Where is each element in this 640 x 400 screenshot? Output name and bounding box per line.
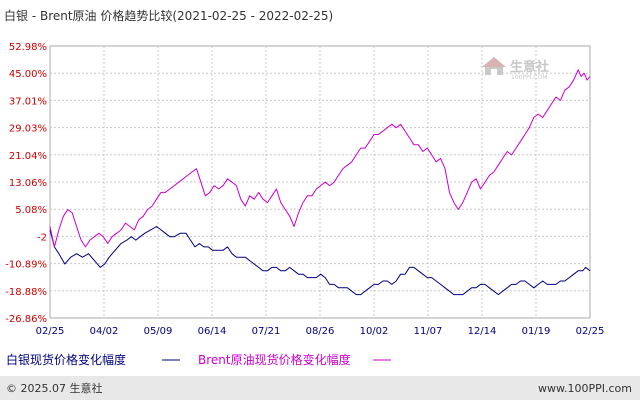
x-tick-label: 02/25: [576, 326, 605, 337]
y-tick-label: -18.88%: [5, 287, 47, 298]
y-axis-ticks: 52.98% 45.00% 37.01% 29.03% 21.04% 13.06% 5.08…: [5, 42, 47, 325]
y-tick-label: 13.06%: [9, 178, 47, 189]
x-tick-label: 10/02: [360, 326, 389, 337]
logo-name: 生意社: [510, 59, 549, 75]
watermark-logo: 生意社 100PPI.COM: [482, 57, 549, 81]
x-tick-label: 12/14: [468, 326, 497, 337]
footer-site-link[interactable]: www.100PPI.com: [538, 382, 632, 395]
x-tick-label: 05/09: [144, 326, 173, 337]
y-tick-label: -26.86%: [5, 314, 47, 325]
series-line-brent: [49, 69, 591, 248]
y-tick-label: -2: [37, 232, 47, 243]
legend-silver-label: 白银现货价格变化幅度: [6, 352, 126, 367]
x-tick-label: 01/19: [522, 326, 551, 337]
logo-house-icon: [482, 57, 506, 75]
x-tick-label: 04/02: [90, 326, 119, 337]
series-layer: [49, 69, 591, 296]
chart-title: 白银 - Brent原油 价格趋势比较(2021-02-25 - 2022-02…: [4, 8, 333, 23]
y-tick-label: -10.89%: [5, 260, 47, 271]
x-tick-label: 07/21: [252, 326, 281, 337]
legend: 白银现货价格变化幅度 Brent原油现货价格变化幅度: [6, 352, 391, 367]
x-tick-label: 06/14: [198, 326, 227, 337]
footer-copyright: © 2025.07 生意社: [6, 381, 102, 395]
x-tick-label: 08/26: [306, 326, 335, 337]
y-tick-label: 37.01%: [9, 96, 47, 107]
footer-bar: [0, 376, 640, 400]
logo-url: 100PPI.COM: [511, 74, 547, 81]
y-tick-label: 5.08%: [15, 205, 47, 216]
y-tick-label: 52.98%: [9, 42, 47, 53]
x-tick-label: 02/25: [36, 326, 65, 337]
x-tick-label: 11/07: [414, 326, 443, 337]
y-tick-label: 29.03%: [9, 124, 47, 135]
x-axis-ticks: 02/25 04/02 05/09 06/14 07/21 08/26 10/02 11/07…: [36, 326, 605, 337]
y-tick-label: 21.04%: [9, 151, 47, 162]
legend-brent-label: Brent原油现货价格变化幅度: [198, 352, 351, 367]
y-tick-label: 45.00%: [9, 69, 47, 80]
series-line-silver: [49, 226, 591, 296]
